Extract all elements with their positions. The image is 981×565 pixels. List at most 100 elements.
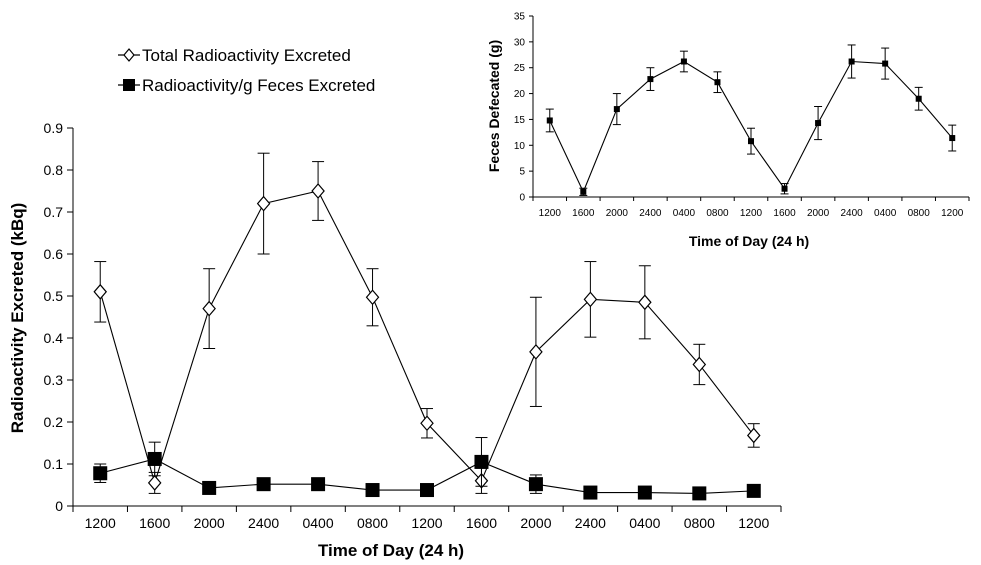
main-marker-filled-square	[365, 483, 380, 498]
inset-marker-filled-square	[915, 95, 922, 102]
main-x-tick-label: 0400	[302, 515, 333, 531]
main-x-tick-label: 1600	[466, 515, 497, 531]
legend-label-per-gram: Radioactivity/g Feces Excreted	[142, 76, 375, 95]
inset-marker-filled-square	[680, 58, 687, 65]
main-y-tick-label: 0.5	[44, 288, 64, 304]
main-x-tick-label: 1600	[139, 515, 170, 531]
inset-marker-filled-square	[949, 135, 956, 142]
main-marker-filled-square	[256, 477, 271, 492]
main-marker-filled-square	[583, 485, 598, 500]
inset-x-tick-label: 2400	[639, 208, 662, 219]
inset-x-axis-label: Time of Day (24 h)	[689, 233, 809, 249]
inset-x-tick-label: 0400	[673, 208, 696, 219]
main-marker-filled-square	[474, 454, 489, 469]
main-y-tick-labels: 0 0.1 0.2 0.3 0.4 0.5 0.6 0.7 0.8 0.9	[44, 120, 64, 514]
inset-y-tick-label: 0	[519, 193, 525, 204]
inset-x-tick-label: 0400	[874, 208, 897, 219]
main-marker-open-diamond	[147, 474, 162, 491]
main-marker-filled-square	[93, 466, 108, 481]
main-x-tick-label: 0800	[684, 515, 715, 531]
main-marker-open-diamond	[746, 427, 761, 444]
inset-marker-filled-square	[748, 138, 754, 145]
inset-x-tick-label: 0800	[908, 208, 931, 219]
inset-marker-filled-square	[546, 117, 553, 124]
inset-x-tick-label: 0800	[706, 208, 729, 219]
main-series	[93, 152, 761, 501]
legend-label-total: Total Radioactivity Excreted	[142, 46, 351, 65]
inset-x-tick-label: 2000	[606, 208, 629, 219]
inset-axes	[529, 15, 970, 201]
main-marker-open-diamond	[202, 300, 216, 317]
inset-y-tick-label: 25	[514, 63, 526, 74]
inset-y-tick-label: 35	[514, 12, 526, 23]
legend-entry-per-gram: Radioactivity/g Feces Excreted	[118, 76, 375, 95]
main-y-axis-label: Radioactivity Excreted (kBq)	[8, 203, 27, 434]
main-x-tick-label: 2400	[248, 515, 279, 531]
main-y-tick-label: 0.9	[44, 120, 64, 136]
main-marker-open-diamond	[93, 283, 108, 300]
main-y-tick-label: 0.1	[44, 456, 64, 472]
main-x-tick-label: 2000	[194, 515, 225, 531]
main-x-tick-label: 0400	[629, 515, 660, 531]
main-y-tick-label: 0.2	[44, 414, 64, 430]
inset-y-tick-label: 30	[514, 37, 526, 48]
inset-marker-filled-square	[882, 60, 889, 67]
legend: Total Radioactivity Excreted Radioactivi…	[118, 46, 375, 95]
main-y-tick-label: 0.7	[44, 204, 64, 220]
main-marker-filled-square	[420, 483, 434, 498]
inset-x-tick-label: 2400	[840, 208, 863, 219]
inset-x-tick-label: 1200	[941, 208, 964, 219]
legend-marker-open-diamond	[123, 48, 135, 62]
inset-y-tick-label: 20	[514, 89, 526, 100]
legend-marker-filled-square	[123, 79, 135, 91]
main-marker-open-diamond	[638, 294, 652, 311]
main-marker-open-diamond	[529, 343, 543, 360]
inset-x-tick-label: 1200	[740, 208, 763, 219]
inset-marker-filled-square	[714, 79, 721, 86]
inset-x-tick-label: 2000	[807, 208, 830, 219]
main-marker-filled-square	[637, 485, 652, 500]
main-marker-open-diamond	[420, 415, 434, 432]
inset-series-line	[549, 60, 953, 194]
inset-x-tick-labels: 1200 1600 2000 2400 0400 0800 1200 1600 2000 2400…	[539, 208, 964, 219]
main-x-tick-label: 2000	[520, 515, 551, 531]
main-marker-open-diamond	[692, 356, 707, 373]
inset-series-0	[545, 44, 957, 196]
inset-x-tick-label: 1600	[572, 208, 595, 219]
main-x-tick-label: 1200	[85, 515, 116, 531]
inset-x-tick-label: 1600	[773, 208, 796, 219]
main-y-tick-label: 0.4	[44, 330, 64, 346]
main-y-tick-label: 0.6	[44, 246, 64, 262]
main-marker-filled-square	[202, 480, 217, 495]
main-marker-open-diamond	[256, 195, 271, 212]
inset-y-tick-label: 5	[519, 167, 525, 178]
main-marker-filled-square	[528, 477, 543, 492]
legend-entry-total: Total Radioactivity Excreted	[118, 46, 351, 65]
main-marker-filled-square	[147, 451, 162, 466]
main-series-line	[99, 190, 755, 485]
inset-y-tick-labels: 0 5 10 15 20 25 30 35	[514, 12, 526, 204]
inset-y-tick-label: 15	[514, 115, 526, 126]
main-series-1	[93, 437, 761, 501]
inset-marker-filled-square	[848, 58, 855, 65]
inset-marker-filled-square	[815, 120, 822, 127]
main-marker-open-diamond	[311, 183, 325, 199]
main-marker-filled-square	[692, 486, 707, 501]
main-x-tick-label: 2400	[575, 515, 606, 531]
main-y-tick-label: 0.3	[44, 372, 64, 388]
inset-x-tick-label: 1200	[539, 208, 562, 219]
main-axes	[67, 127, 782, 512]
inset-marker-filled-square	[781, 185, 788, 192]
inset-marker-filled-square	[647, 76, 654, 83]
main-y-tick-label: 0	[55, 498, 63, 514]
main-marker-open-diamond	[583, 291, 598, 308]
main-x-tick-label: 1200	[738, 515, 769, 531]
main-marker-filled-square	[311, 477, 326, 492]
inset-y-tick-label: 10	[514, 141, 526, 152]
main-series-0	[93, 152, 761, 494]
inset-series	[545, 44, 957, 196]
main-marker-filled-square	[746, 483, 761, 498]
main-x-tick-labels: 1200 1600 2000 2400 0400 0800 1200 1600 2000 2400…	[85, 515, 770, 531]
main-x-axis-label: Time of Day (24 h)	[318, 541, 464, 560]
